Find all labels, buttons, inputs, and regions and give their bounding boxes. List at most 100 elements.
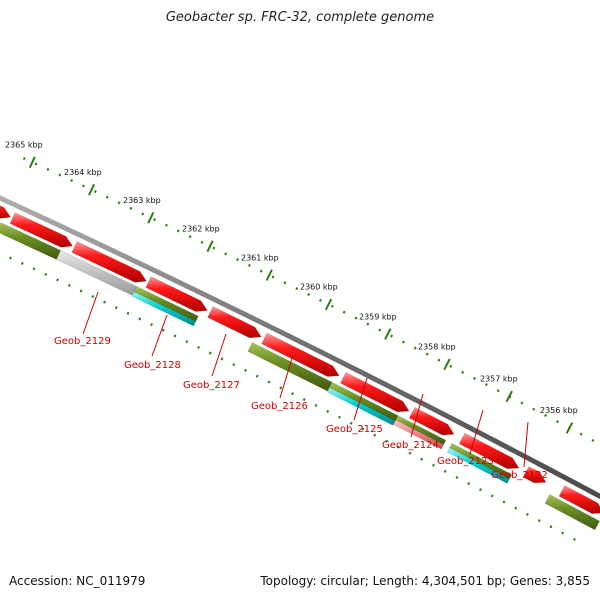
inner-tick [385,439,388,443]
gene-leader-line [151,314,168,357]
inner-tick [173,334,177,338]
ruler-label: 2365 kbp [5,141,43,150]
inner-tick [525,512,529,516]
inner-tick [20,261,24,265]
ruler-tick [58,173,62,177]
ruler-tick [188,235,192,239]
gene-label: Geob_2127 [183,380,240,391]
ruler-tick [212,246,216,250]
cds-arrow [261,332,340,377]
ruler-tick [555,420,559,424]
ruler-tick [93,190,97,194]
cds-arrow [458,432,520,470]
ruler-tick [46,167,50,171]
cds-arrow [522,466,547,484]
inner-tick [572,537,576,541]
inner-tick [326,409,330,413]
ruler-tick [437,358,441,362]
ruler-tick [390,334,394,338]
gene-label: Geob_2125 [326,424,383,435]
cds-arrow [0,205,12,219]
ruler-tick [141,212,145,216]
cds-arrow [558,485,600,514]
ruler-tick [34,162,38,166]
inner-tick [443,469,447,473]
ruler-tick [378,328,382,332]
inner-tick [255,374,259,378]
inner-tick [420,457,424,461]
inner-tick [314,403,318,407]
ruler-tick [176,229,180,233]
ruler-tick [22,157,26,161]
inner-tick [267,380,271,384]
ruler-label: 2356 kbp [540,406,578,415]
backbone-line [0,195,600,500]
ruler-tick [259,269,263,273]
gene-bar [544,494,600,531]
inner-tick [91,295,95,299]
ruler-major-tick [88,183,95,196]
ruler-tick [295,287,299,291]
ruler-tick [153,218,157,222]
gene-bar [247,342,333,392]
ruler-tick [413,346,417,350]
inner-tick [455,475,459,479]
ruler-tick [247,263,251,267]
ruler-tick [425,352,429,356]
inner-tick [56,278,59,282]
ruler-tick [342,310,346,314]
ruler-tick [401,340,405,344]
inner-tick [197,345,200,349]
gene-label: Geob_2128 [124,360,181,371]
inner-tick [373,433,377,437]
ruler-label: 2362 kbp [182,225,220,234]
backbone [0,195,600,500]
inner-tick [549,525,553,529]
inner-tick [408,451,412,455]
gene-leader-line [82,291,99,335]
cds-arrow [9,212,73,248]
ruler-tick [496,389,500,393]
inner-tick [150,323,153,327]
gene-leader-line [279,354,294,399]
gene-label: Geob_2123 [437,456,494,467]
inner-tick [338,415,341,419]
inner-tick [138,317,142,321]
accession-text: Accession: NC_011979 [9,574,146,588]
inner-tick [9,256,12,260]
inner-tick [79,289,83,293]
ruler-label: 2364 kbp [64,168,102,177]
inner-tick [537,519,541,523]
rna-bar [446,447,510,484]
inner-tick [32,267,36,271]
gene-leader-line [523,421,529,468]
cds-arrow [71,241,147,283]
ruler-tick [449,364,453,368]
ruler-label: 2357 kbp [480,375,518,384]
ruler-tick [366,322,370,326]
ruler-tick [484,383,488,387]
ruler-major-tick [28,156,36,169]
ruler-tick [117,201,121,205]
gene-leader-line [211,333,227,377]
ruler-tick [129,206,133,210]
gene-leader-line [469,409,484,455]
inner-tick [114,306,118,310]
ruler-tick [473,376,476,380]
ruler-label: 2359 kbp [359,312,397,321]
inner-tick [291,392,294,396]
ruler-major-tick [324,298,333,311]
ruler-tick [224,252,228,256]
map-title: Geobacter sp. FRC-32, complete genome [165,10,435,25]
cds-arrow [145,276,208,312]
inner-tick [126,311,130,315]
ruler-tick [532,407,536,411]
ruler-tick [271,275,275,279]
ruler-tick [283,281,287,285]
ruler-tick [579,432,583,436]
ruler-label: 2361 kbp [241,253,279,262]
inner-tick [208,351,212,355]
inner-tick [220,357,224,361]
ruler-label: 2363 kbp [123,196,161,205]
gene-leader-line [410,393,424,438]
